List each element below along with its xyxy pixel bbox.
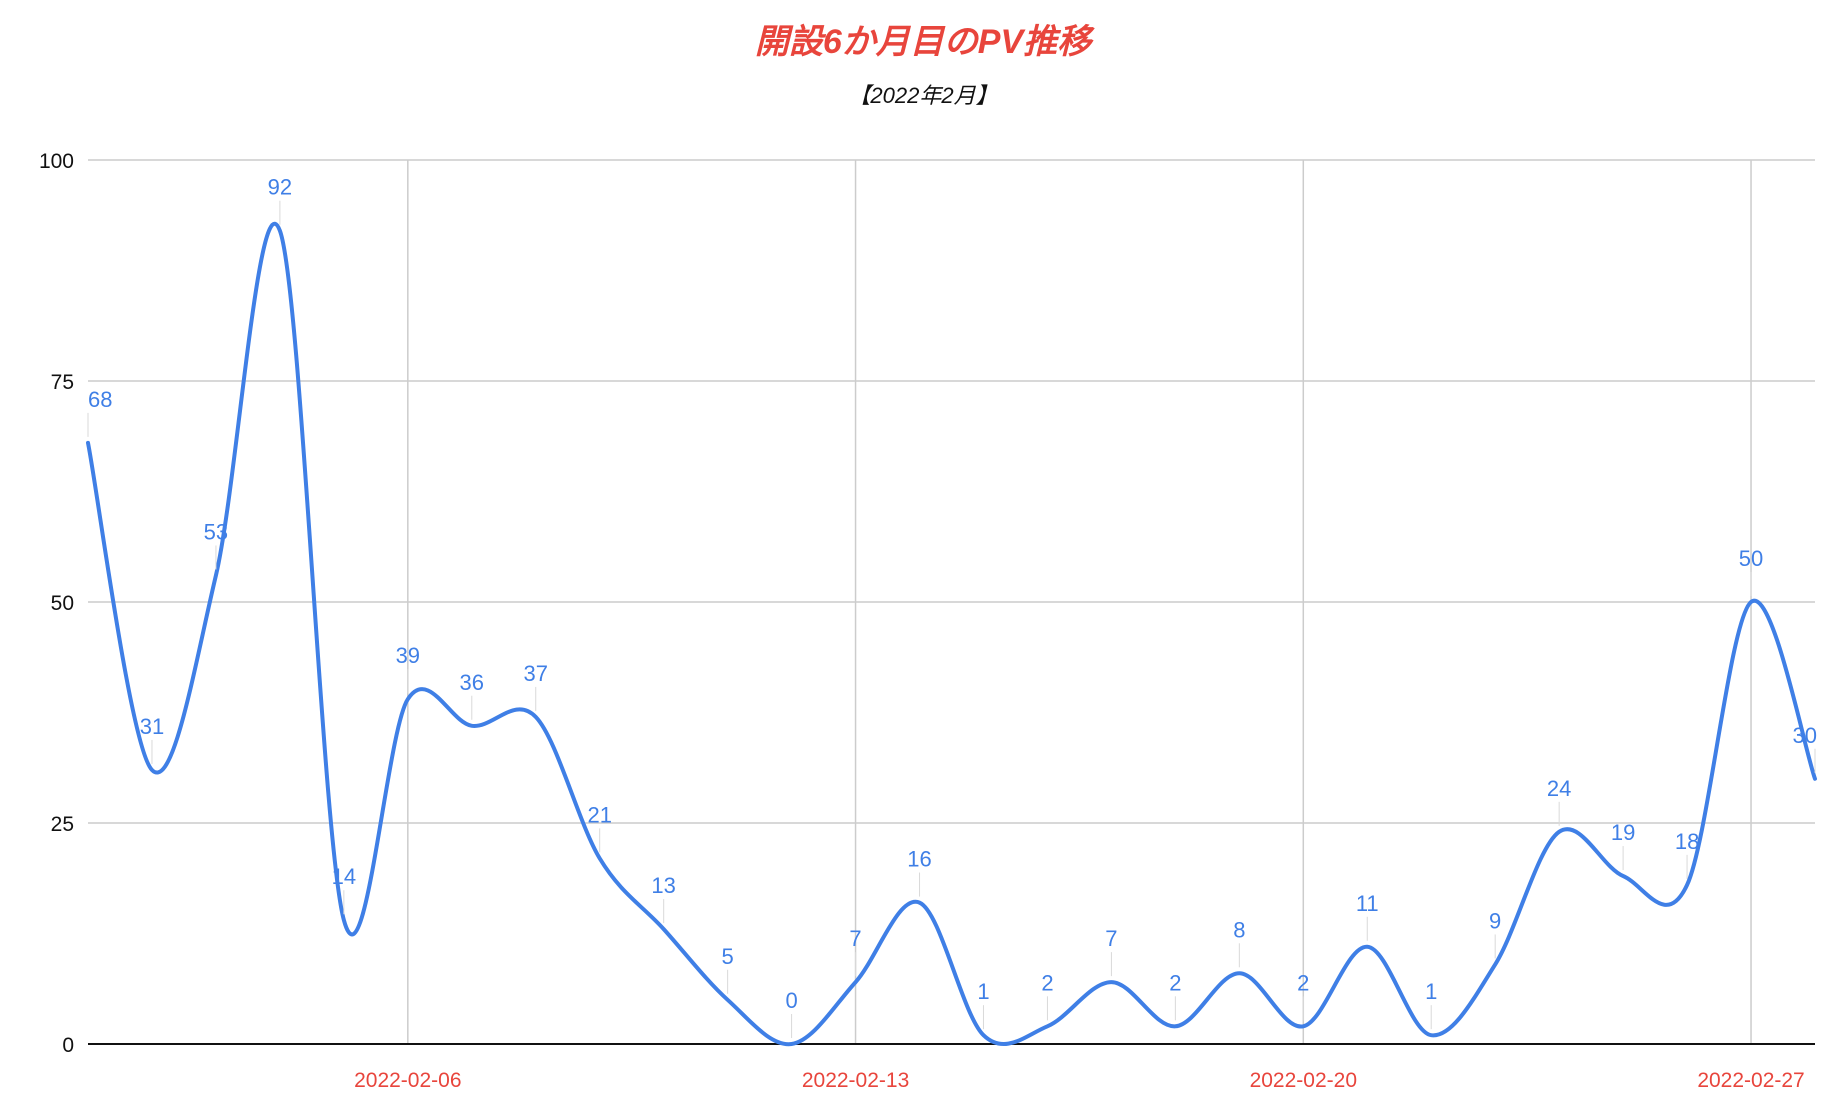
data-label: 68	[88, 387, 112, 412]
data-point	[725, 997, 731, 1003]
data-label: 37	[523, 661, 547, 686]
x-tick-label: 2022-02-27	[1697, 1069, 1804, 1092]
grid-lines	[88, 159, 1815, 1045]
y-tick-label: 50	[51, 592, 74, 615]
data-label: 2	[1297, 970, 1309, 995]
data-label: 1	[977, 979, 989, 1004]
x-axis-ticks: 2022-02-06 2022-02-13 2022-02-20 2022-02-27	[354, 1069, 1805, 1092]
data-label: 36	[460, 670, 484, 695]
x-tick-label: 2022-02-20	[1250, 1069, 1357, 1092]
data-point	[597, 855, 603, 861]
data-point	[533, 714, 539, 720]
data-label: 0	[785, 988, 797, 1013]
data-label: 5	[722, 944, 734, 969]
data-point	[853, 979, 859, 985]
data-point	[1492, 961, 1498, 967]
data-label: 2	[1041, 970, 1053, 995]
data-point	[1812, 776, 1818, 782]
y-tick-label: 75	[51, 371, 74, 394]
data-point	[1364, 944, 1370, 950]
data-label: 50	[1739, 546, 1763, 571]
data-label: 30	[1793, 723, 1817, 748]
data-label: 11	[1356, 891, 1379, 916]
chart-title: 開設6か月目のPV推移	[754, 23, 1092, 61]
data-point	[213, 572, 219, 578]
data-label: 31	[140, 714, 164, 739]
y-axis-ticks: 0 25 50 75 100	[39, 150, 74, 1057]
data-label: 19	[1611, 820, 1635, 845]
data-point	[661, 926, 667, 932]
data-points	[85, 200, 1818, 1047]
data-point	[1172, 1023, 1178, 1029]
series-line	[86, 221, 1817, 1047]
data-point	[149, 767, 155, 773]
data-label: 9	[1489, 908, 1501, 933]
data-point	[1236, 970, 1242, 976]
data-point	[405, 696, 411, 702]
data-label: 39	[396, 643, 420, 668]
data-point	[1108, 979, 1114, 985]
data-point	[917, 900, 923, 906]
data-point	[789, 1041, 795, 1047]
data-label: 24	[1547, 776, 1571, 801]
data-label: 18	[1675, 829, 1699, 854]
data-point	[277, 228, 283, 234]
data-point	[1044, 1023, 1050, 1029]
data-label: 53	[204, 519, 228, 544]
data-label: 92	[268, 175, 292, 200]
x-tick-label: 2022-02-06	[354, 1069, 461, 1092]
data-point	[341, 917, 347, 923]
data-label: 7	[849, 926, 861, 951]
data-point	[1748, 599, 1754, 605]
data-label: 7	[1105, 926, 1117, 951]
x-tick-label: 2022-02-13	[802, 1069, 909, 1092]
data-point	[1300, 1023, 1306, 1029]
data-label: 13	[651, 873, 675, 898]
data-point	[469, 723, 475, 729]
data-point	[1556, 829, 1562, 835]
data-point	[1428, 1032, 1434, 1038]
data-point	[1684, 882, 1690, 888]
data-point	[85, 440, 91, 446]
data-label: 21	[587, 802, 611, 827]
data-label: 8	[1233, 917, 1245, 942]
series-line-layer	[86, 221, 1817, 1047]
chart-subtitle: 【2022年2月】	[848, 83, 998, 108]
data-label: 14	[332, 864, 356, 889]
data-point	[1620, 873, 1626, 879]
y-tick-label: 25	[51, 813, 74, 836]
y-tick-label: 0	[62, 1034, 74, 1057]
data-label: 16	[907, 847, 931, 872]
data-point	[980, 1032, 986, 1038]
data-label: 2	[1169, 970, 1181, 995]
y-tick-label: 100	[39, 150, 74, 173]
data-label: 1	[1425, 979, 1437, 1004]
